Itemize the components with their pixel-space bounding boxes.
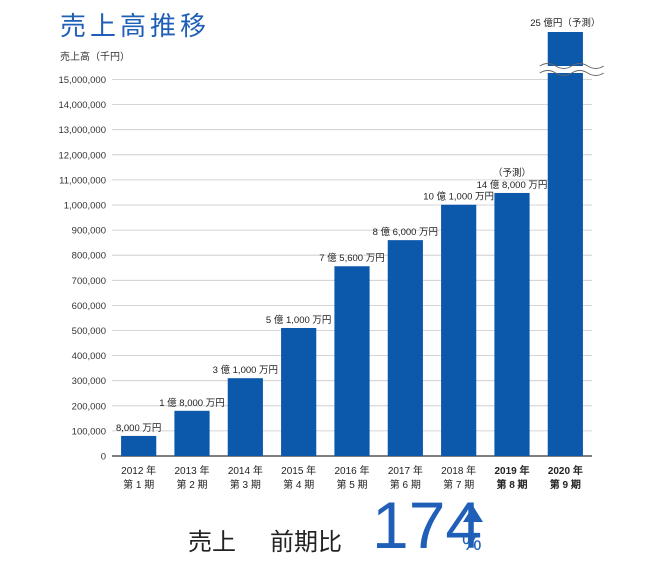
bars xyxy=(121,32,583,456)
bar xyxy=(281,327,317,456)
sales-bar-chart: 売上高（千円） 0 100,000 200,000 300,000 400,000 500… xyxy=(58,17,604,491)
data-label: 5 億 1,000 万円 xyxy=(266,314,331,326)
bar xyxy=(121,435,157,456)
break-gap xyxy=(541,66,589,73)
bar xyxy=(174,410,210,456)
summary-label: 売上 xyxy=(188,529,236,556)
data-label-note: （予測） xyxy=(493,167,531,179)
x-tick-period: 第 8 期 xyxy=(496,478,527,491)
x-tick-year: 2018 年 xyxy=(441,464,476,477)
y-tick-label: 12,000,000 xyxy=(58,150,106,161)
break-line xyxy=(539,63,604,69)
y-tick-label: 200,000 xyxy=(72,401,106,412)
y-tick-label: 300,000 xyxy=(72,376,106,387)
bar xyxy=(547,32,583,456)
chart-title: 売上高推移 xyxy=(60,11,211,41)
data-label: 25 億円（予測） xyxy=(530,17,600,29)
y-tick-label: 100,000 xyxy=(72,426,106,437)
data-label: 14 億 8,000 万円 xyxy=(477,179,548,191)
x-tick-period: 第 3 期 xyxy=(230,478,261,491)
bar xyxy=(227,378,263,456)
x-tick-year: 2019 年 xyxy=(494,464,529,477)
x-tick-period: 第 6 期 xyxy=(390,478,421,491)
y-tick-label: 800,000 xyxy=(72,251,106,262)
data-label: 1 億 8,000 万円 xyxy=(159,397,224,409)
data-label: 8 億 6,000 万円 xyxy=(373,226,438,238)
summary-value: 174 xyxy=(372,488,483,562)
data-label: 7 億 5,600 万円 xyxy=(319,252,384,264)
data-label: 3 億 1,000 万円 xyxy=(213,364,278,376)
y-tick-label: 1,000,000 xyxy=(64,201,106,212)
axis-break xyxy=(539,63,604,76)
x-tick-period: 第 4 期 xyxy=(283,478,314,491)
summary-ratio-label: 前期比 xyxy=(270,529,342,556)
summary-unit: % xyxy=(462,530,482,555)
y-tick-label: 400,000 xyxy=(72,351,106,362)
x-tick-year: 2014 年 xyxy=(228,464,263,477)
y-axis-ticks: 0 100,000 200,000 300,000 400,000 500,000 600,… xyxy=(58,75,106,463)
y-tick-label: 14,000,000 xyxy=(58,100,106,111)
y-tick-label: 15,000,000 xyxy=(58,75,106,86)
bar xyxy=(494,192,530,456)
x-tick-year: 2020 年 xyxy=(548,464,583,477)
up-triangle-icon xyxy=(463,506,483,522)
y-tick-label: 600,000 xyxy=(72,301,106,312)
data-label: 8,000 万円 xyxy=(116,423,161,434)
y-tick-label: 700,000 xyxy=(72,276,106,287)
x-tick-period: 第 1 期 xyxy=(123,478,154,491)
x-tick-year: 2016 年 xyxy=(334,464,369,477)
y-tick-label: 900,000 xyxy=(72,226,106,237)
y-tick-label: 500,000 xyxy=(72,326,106,337)
data-labels: 8,000 万円 1 億 8,000 万円 3 億 1,000 万円 5 億 1,00… xyxy=(116,17,600,434)
x-tick-year: 2017 年 xyxy=(388,464,423,477)
y-tick-label: 0 xyxy=(101,452,106,463)
bar xyxy=(334,266,370,456)
x-tick-period: 第 2 期 xyxy=(176,478,207,491)
data-label: 10 億 1,000 万円 xyxy=(423,191,494,203)
x-tick-year: 2015 年 xyxy=(281,464,316,477)
y-tick-label: 11,000,000 xyxy=(59,175,106,186)
x-tick-period: 第 9 期 xyxy=(550,478,581,491)
break-line xyxy=(539,70,604,76)
y-tick-label: 13,000,000 xyxy=(58,125,106,136)
x-tick-year: 2012 年 xyxy=(121,464,156,477)
bar xyxy=(387,240,423,456)
y-axis-label: 売上高（千円） xyxy=(60,50,130,63)
x-tick-period: 第 5 期 xyxy=(336,478,367,491)
bar xyxy=(441,204,477,456)
x-tick-year: 2013 年 xyxy=(174,464,209,477)
x-tick-period: 第 7 期 xyxy=(443,478,474,491)
